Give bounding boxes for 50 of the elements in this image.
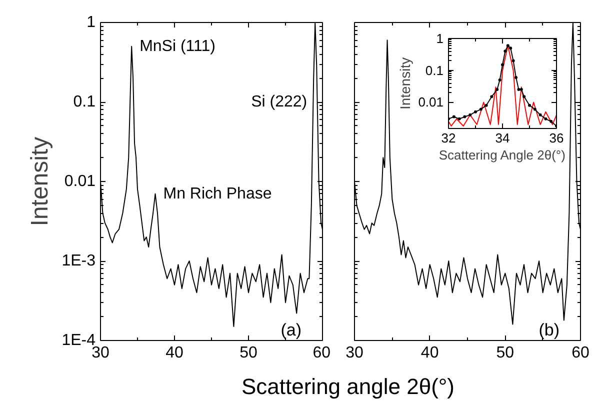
point (504, 50, 507, 53)
point (490, 95, 494, 98)
y-tick-label: 1 (436, 31, 444, 46)
point (528, 104, 531, 107)
x-tick-label: 40 (420, 344, 439, 362)
point (533, 108, 536, 111)
annotation: (b) (538, 320, 560, 340)
x-tick-label: 30 (92, 344, 110, 362)
point (506, 44, 510, 48)
point (474, 110, 477, 114)
point (509, 46, 512, 50)
x-tick-label: 50 (240, 344, 258, 362)
x-tick-label: 32 (441, 130, 456, 146)
annotation: Si (222) (251, 94, 308, 110)
x-tick-label: 50 (496, 344, 514, 362)
annotation: (a) (280, 320, 302, 340)
point (496, 88, 499, 92)
annotation: MnSi (111) (140, 38, 216, 55)
point (498, 78, 502, 82)
point (484, 104, 488, 107)
x-axis-title: Scattering Angle 2θ(°) (438, 148, 566, 162)
point (452, 115, 456, 118)
point (463, 115, 466, 118)
point (520, 88, 523, 92)
x-tick-label: 30 (346, 344, 364, 362)
y-tick-label: 1 (86, 14, 96, 31)
point (514, 76, 518, 79)
x-tick-label: 40 (166, 344, 184, 362)
x-tick-label: 60 (572, 344, 590, 362)
x-tick-label: 34 (495, 130, 510, 146)
y-tick-label: 0.1 (425, 62, 444, 78)
y-tick-label: 1E-3 (62, 252, 96, 270)
point (468, 113, 472, 116)
y-tick-label: 0.1 (73, 94, 96, 110)
point (544, 117, 548, 120)
point (501, 63, 504, 66)
annotation: Mn Rich Phase (163, 185, 272, 202)
x-tick-label: 36 (549, 130, 564, 146)
point (479, 108, 482, 111)
point (522, 95, 526, 98)
point (550, 120, 553, 123)
x-tick-label: 60 (312, 344, 331, 362)
y-tick-label: 0.01 (64, 173, 96, 190)
y-tick-label: 0.01 (418, 94, 444, 110)
x-axis-title: Scattering angle 2θ(°) (241, 373, 455, 401)
point (458, 117, 461, 120)
point (512, 59, 515, 62)
y-axis-title: Intensity (397, 57, 414, 110)
point (538, 113, 542, 116)
y-axis-title: Intensity (26, 136, 54, 226)
